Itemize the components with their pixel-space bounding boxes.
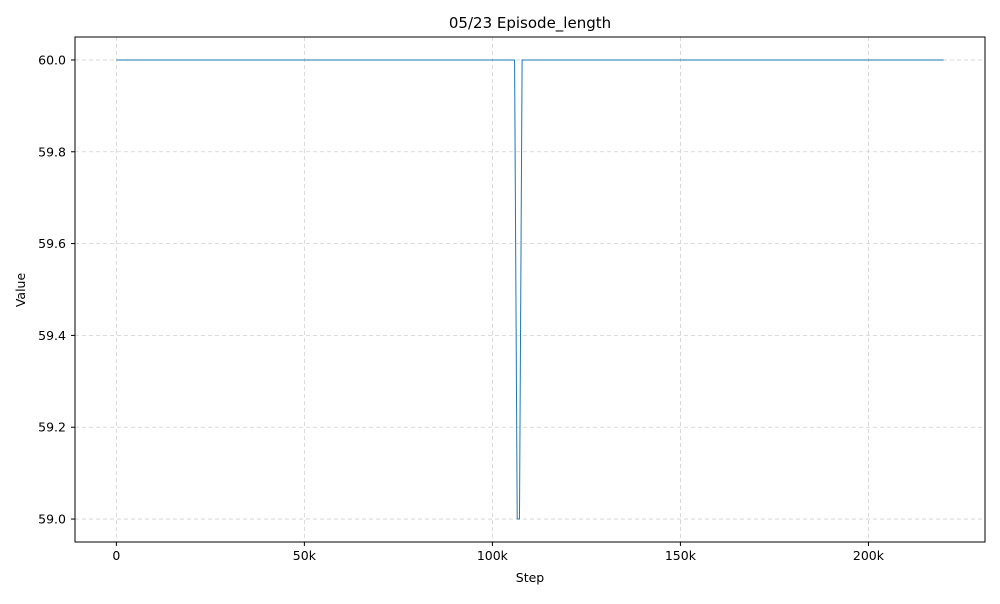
x-tick-label: 50k [293,548,317,563]
y-tick-label: 59.2 [38,420,66,435]
x-tick-label: 100k [477,548,509,563]
y-tick-label: 59.0 [38,512,66,527]
y-tick-label: 59.4 [38,328,66,343]
x-axis-label: Step [516,570,545,585]
x-axis: 0 50k 100k 150k 200k [112,542,885,563]
grid [75,37,985,542]
y-tick-label: 60.0 [38,52,66,67]
y-axis-label: Value [13,273,28,308]
y-tick-label: 59.8 [38,144,66,159]
x-tick-label: 150k [665,548,697,563]
y-tick-label: 59.6 [38,236,66,251]
plot-frame [74,36,986,543]
y-axis: 59.0 59.2 59.4 59.6 59.8 60.0 [38,52,75,527]
series-line [116,59,944,520]
chart-title: 05/23 Episode_length [449,14,611,33]
x-tick-label: 0 [112,548,120,563]
series-layer [116,59,944,520]
x-tick-label: 200k [853,548,885,563]
